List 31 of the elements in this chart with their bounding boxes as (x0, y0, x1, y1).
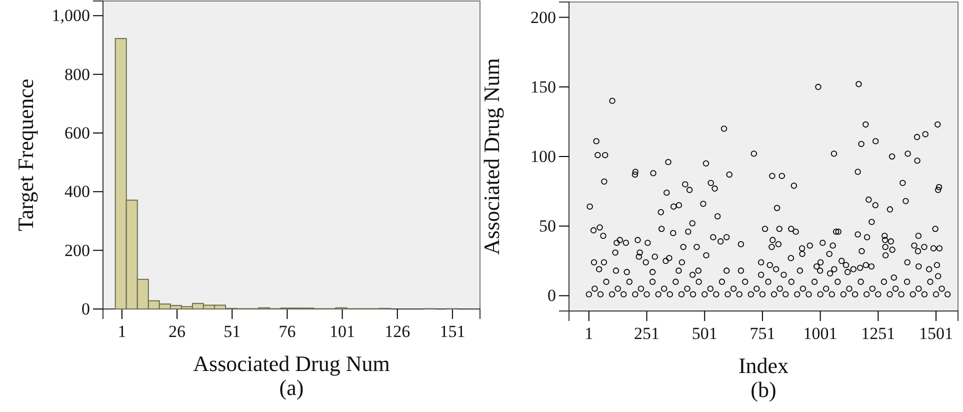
x-tick-label: 26 (168, 322, 186, 342)
x-tick-label: 1251 (861, 324, 896, 344)
y-tick-label: 50 (539, 216, 556, 236)
x-tick-label: 751 (750, 324, 776, 344)
y-tick-label: 0 (82, 299, 90, 318)
x-tick-label: 51 (224, 322, 241, 342)
x-tick-label: 151 (440, 322, 466, 342)
y-tick-label: 200 (64, 240, 90, 260)
text: (b) (750, 377, 776, 402)
x-tick-label: 501 (692, 324, 718, 344)
x-tick-label: 1 (118, 322, 126, 342)
y-tick-label: 1,000 (52, 6, 90, 26)
x-tick-label: 126 (384, 322, 410, 342)
x-tick-label: 251 (634, 324, 660, 344)
y-axis-title: Target Frequence (13, 78, 38, 232)
text: (a) (279, 375, 304, 400)
y-tick-label: 400 (64, 182, 90, 202)
y-tick-label: 100 (530, 146, 556, 166)
x-axis-title: Index (738, 353, 789, 378)
x-tick-label: 76 (278, 322, 296, 342)
x-tick-label: 101 (330, 322, 356, 342)
x-tick-label: 1001 (803, 324, 838, 344)
y-tick-label: 0 (548, 286, 556, 306)
x-axis-title: Associated Drug Num (193, 351, 390, 376)
y-tick-label: 600 (64, 123, 90, 142)
y-tick-label: 150 (530, 77, 556, 96)
x-tick-label: 1501 (919, 324, 954, 344)
y-tick-label: 800 (64, 64, 90, 84)
y-axis-title: Associated Drug Num (479, 58, 504, 255)
x-tick-label: 1 (584, 324, 594, 344)
y-tick-label: 200 (530, 8, 556, 27)
